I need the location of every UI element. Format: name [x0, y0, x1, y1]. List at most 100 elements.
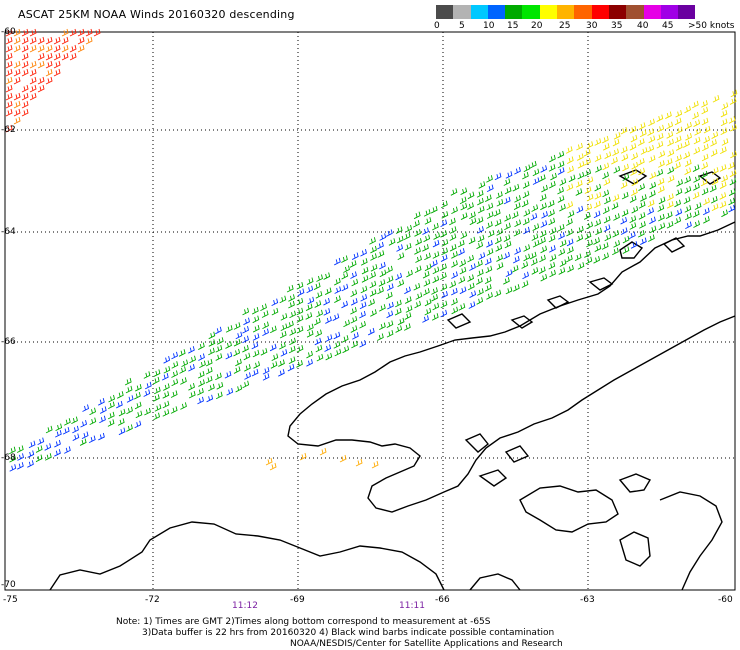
wind-barb — [523, 244, 531, 252]
wind-barb — [451, 306, 459, 315]
wind-barb — [361, 275, 369, 283]
wind-barb — [575, 188, 583, 196]
scale-label: 5 — [459, 21, 465, 31]
wind-barb — [467, 202, 474, 210]
wind-barb — [541, 184, 548, 193]
wind-barb — [29, 92, 37, 101]
wind-barb — [189, 355, 197, 364]
wind-barb — [631, 161, 639, 170]
wind-barb — [289, 328, 297, 336]
scale-swatch — [487, 5, 506, 19]
wind-barb — [53, 60, 61, 69]
wind-barb — [414, 247, 421, 255]
wind-barb — [431, 313, 439, 321]
scale-swatch — [470, 5, 488, 19]
wind-barb — [594, 183, 602, 192]
wind-barb — [350, 325, 358, 333]
wind-barb — [45, 36, 53, 45]
scale-swatch — [539, 5, 558, 19]
wind-barb — [505, 286, 513, 295]
wind-barb — [584, 232, 592, 240]
wind-barb — [440, 219, 448, 228]
wind-barb — [451, 206, 458, 215]
wind-barb — [523, 226, 530, 235]
wind-barb — [359, 321, 366, 329]
wind-barb — [574, 253, 582, 262]
wind-barb — [306, 323, 314, 332]
wind-barb — [541, 211, 548, 219]
wind-barb — [305, 303, 313, 311]
wind-barb — [350, 271, 357, 279]
wind-barb — [242, 380, 250, 389]
wind-barb — [522, 271, 529, 280]
wind-barb — [430, 259, 438, 268]
wind-barb — [29, 60, 37, 69]
wind-barb — [17, 462, 24, 470]
wind-barb — [496, 262, 504, 270]
wind-barb — [13, 28, 21, 37]
wind-barb — [395, 272, 403, 281]
wind-barb — [476, 190, 484, 198]
wind-barb — [368, 298, 375, 307]
wind-barb — [262, 367, 270, 375]
wind-barb — [414, 265, 422, 274]
wind-barb — [721, 102, 729, 110]
wind-barb — [576, 205, 584, 214]
wind-barb — [271, 298, 279, 307]
wind-barb — [88, 435, 96, 444]
wind-barb — [288, 345, 296, 354]
wind-barb — [216, 337, 224, 345]
wind-barb — [29, 84, 37, 93]
wind-barb — [161, 372, 169, 381]
wind-barb — [485, 265, 493, 274]
wind-barb — [594, 200, 601, 209]
wind-barb — [503, 251, 510, 260]
wind-barb — [594, 192, 602, 200]
wind-barb — [278, 359, 285, 367]
wind-barb — [333, 331, 341, 340]
wind-barb — [460, 202, 468, 211]
wind-barb — [21, 100, 29, 109]
wind-barb — [685, 121, 692, 130]
wind-barb — [521, 280, 529, 288]
wind-barb — [180, 377, 187, 385]
wind-barb — [449, 217, 456, 226]
wind-barb — [395, 299, 402, 308]
wind-barb — [549, 269, 556, 278]
wind-barb — [388, 238, 396, 246]
wind-barb — [640, 237, 647, 245]
wind-barb — [566, 246, 574, 254]
wind-barb — [99, 415, 106, 424]
wind-barb — [198, 353, 205, 361]
wind-barb — [21, 108, 29, 117]
wind-barb — [387, 301, 394, 310]
wind-barb — [666, 220, 674, 229]
wind-barb — [602, 143, 610, 151]
wind-barb — [179, 366, 187, 374]
wind-barb — [667, 138, 674, 147]
wind-barb — [5, 108, 13, 117]
latitude-label: -66 — [1, 337, 16, 347]
wind-barb — [35, 454, 43, 463]
wind-barb — [397, 252, 405, 261]
wind-barb — [547, 200, 555, 208]
wind-barb — [162, 391, 170, 399]
wind-barb — [424, 307, 432, 316]
scale-label: 25 — [559, 21, 571, 31]
wind-barb — [657, 185, 665, 194]
wind-barb — [251, 368, 259, 377]
wind-barb — [360, 248, 367, 257]
wind-barb — [233, 338, 241, 347]
wind-barb — [334, 295, 341, 303]
wind-barb — [719, 146, 727, 155]
wind-barb — [459, 196, 467, 205]
latitude-label: -60 — [1, 27, 16, 37]
wind-barb — [486, 184, 494, 193]
wind-barb — [612, 138, 620, 147]
wind-barb — [458, 276, 466, 284]
wind-barb — [45, 76, 53, 85]
wind-barb — [469, 211, 476, 220]
wind-barb — [359, 301, 367, 310]
wind-barb — [260, 303, 267, 312]
wind-barb — [710, 139, 717, 147]
